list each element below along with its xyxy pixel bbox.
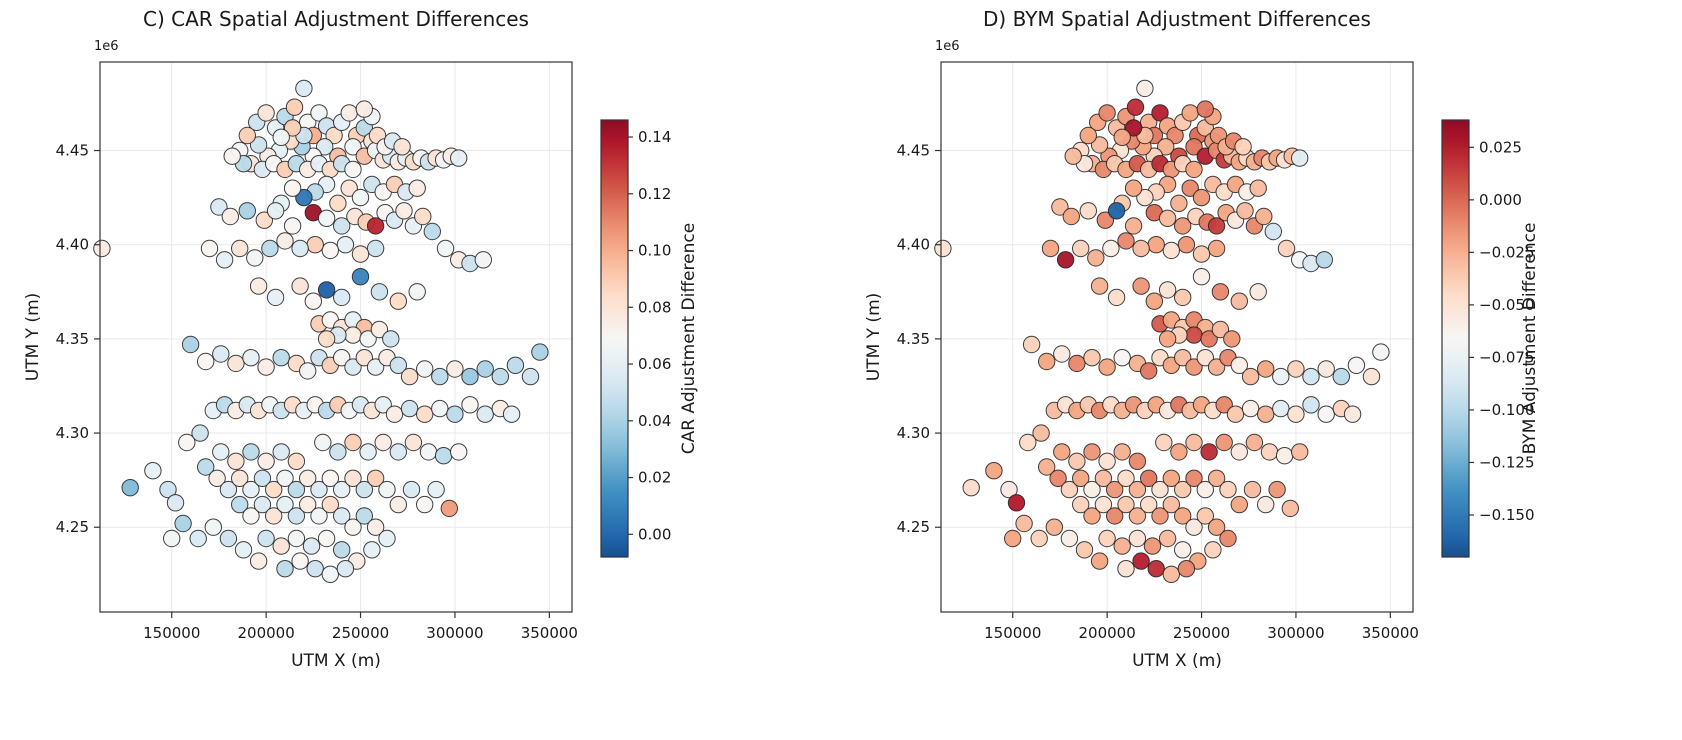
panel-bym: 150000 200000 250000 300000 350000 UTM X (m) 4… <box>841 0 1682 735</box>
svg-text:0.06: 0.06 <box>638 355 671 373</box>
svg-text:4.35: 4.35 <box>56 330 89 348</box>
svg-text:350000: 350000 <box>1362 624 1419 642</box>
svg-text:4.45: 4.45 <box>897 142 930 160</box>
svg-text:150000: 150000 <box>984 624 1041 642</box>
svg-text:200000: 200000 <box>1079 624 1136 642</box>
svg-text:−0.150: −0.150 <box>1479 506 1535 524</box>
svg-text:0.000: 0.000 <box>1479 191 1522 209</box>
car-scatter-plot: 150000 200000 250000 300000 350000 UTM X (m) 4… <box>23 7 699 671</box>
svg-text:4.25: 4.25 <box>56 518 89 536</box>
svg-text:UTM Y (m): UTM Y (m) <box>23 293 43 382</box>
svg-text:UTM Y (m): UTM Y (m) <box>864 293 884 382</box>
svg-text:4.40: 4.40 <box>897 236 930 254</box>
svg-text:UTM X (m): UTM X (m) <box>291 651 381 671</box>
svg-text:0.08: 0.08 <box>638 298 671 316</box>
svg-text:CAR Adjustment Difference: CAR Adjustment Difference <box>679 223 699 454</box>
svg-text:4.30: 4.30 <box>56 424 89 442</box>
svg-text:−0.025: −0.025 <box>1479 243 1535 261</box>
svg-text:150000: 150000 <box>143 624 200 642</box>
svg-text:C) CAR Spatial Adjustment Diff: C) CAR Spatial Adjustment Differences <box>143 7 529 31</box>
svg-text:350000: 350000 <box>521 624 578 642</box>
svg-text:4.45: 4.45 <box>56 142 89 160</box>
svg-text:0.00: 0.00 <box>638 525 671 543</box>
svg-text:4.35: 4.35 <box>897 330 930 348</box>
svg-text:250000: 250000 <box>1173 624 1230 642</box>
svg-text:D) BYM Spatial Adjustment Diff: D) BYM Spatial Adjustment Differences <box>983 7 1371 31</box>
svg-text:0.14: 0.14 <box>638 128 671 146</box>
svg-text:1e6: 1e6 <box>94 39 119 54</box>
svg-text:250000: 250000 <box>332 624 389 642</box>
svg-text:−0.100: −0.100 <box>1479 401 1535 419</box>
svg-text:200000: 200000 <box>238 624 295 642</box>
svg-text:4.30: 4.30 <box>897 424 930 442</box>
svg-text:UTM X (m): UTM X (m) <box>1132 651 1222 671</box>
svg-text:0.04: 0.04 <box>638 412 671 430</box>
bym-scatter-plot: 150000 200000 250000 300000 350000 UTM X (m) 4… <box>864 7 1540 671</box>
svg-text:0.12: 0.12 <box>638 185 671 203</box>
svg-text:BYM Adjustment Difference: BYM Adjustment Difference <box>1520 223 1540 455</box>
svg-text:300000: 300000 <box>426 624 483 642</box>
svg-text:0.02: 0.02 <box>638 469 671 487</box>
panel-car: 150000 200000 250000 300000 350000 UTM X (m) 4… <box>0 0 841 735</box>
svg-text:300000: 300000 <box>1267 624 1324 642</box>
svg-text:−0.075: −0.075 <box>1479 348 1535 366</box>
svg-text:−0.125: −0.125 <box>1479 453 1535 471</box>
svg-text:1e6: 1e6 <box>935 39 960 54</box>
svg-text:4.40: 4.40 <box>56 236 89 254</box>
svg-text:−0.050: −0.050 <box>1479 296 1535 314</box>
svg-text:4.25: 4.25 <box>897 518 930 536</box>
svg-text:0.10: 0.10 <box>638 242 671 260</box>
svg-text:0.025: 0.025 <box>1479 138 1522 156</box>
